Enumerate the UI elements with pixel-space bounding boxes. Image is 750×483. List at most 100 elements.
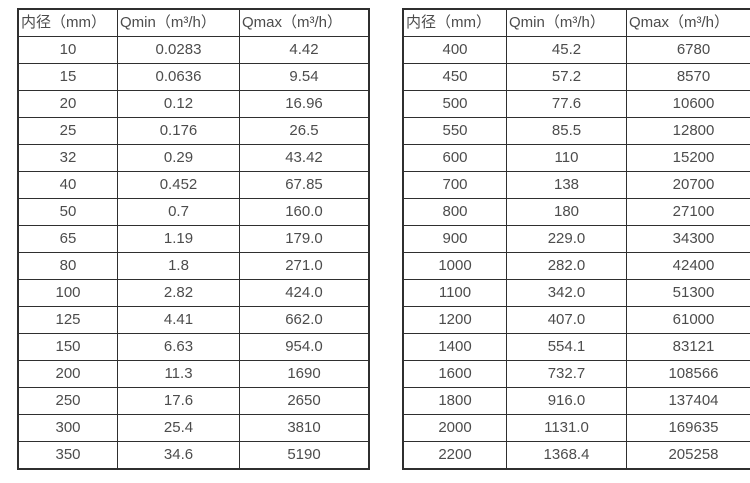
diameter-cell: 2000 bbox=[402, 414, 507, 442]
table-row: 700 138 20700 bbox=[402, 171, 750, 199]
table-row: 1400 554.1 83121 bbox=[402, 333, 750, 361]
table-row: 50 0.7 160.0 bbox=[17, 198, 370, 226]
diameter-cell: 700 bbox=[402, 171, 507, 199]
qmin-cell: 0.12 bbox=[117, 90, 240, 118]
diameter-cell: 10 bbox=[17, 36, 118, 64]
diameter-cell: 1600 bbox=[402, 360, 507, 388]
qmax-cell: 26.5 bbox=[239, 117, 370, 145]
qmax-cell: 5190 bbox=[239, 441, 370, 470]
diameter-cell: 200 bbox=[17, 360, 118, 388]
qmax-cell: 108566 bbox=[626, 360, 750, 388]
diameter-cell: 1000 bbox=[402, 252, 507, 280]
diameter-cell: 50 bbox=[17, 198, 118, 226]
qmin-cell: 0.7 bbox=[117, 198, 240, 226]
table-row: 300 25.4 3810 bbox=[17, 414, 370, 442]
qmin-cell: 0.0636 bbox=[117, 63, 240, 91]
table-row: 200 11.3 1690 bbox=[17, 360, 370, 388]
qmax-cell: 43.42 bbox=[239, 144, 370, 172]
diameter-cell: 300 bbox=[17, 414, 118, 442]
table-row: 400 45.2 6780 bbox=[402, 36, 750, 64]
diameter-cell: 40 bbox=[17, 171, 118, 199]
qmax-cell: 954.0 bbox=[239, 333, 370, 361]
qmin-cell: 1368.4 bbox=[506, 441, 627, 470]
table-row: 2000 1131.0 169635 bbox=[402, 414, 750, 442]
diameter-cell: 80 bbox=[17, 252, 118, 280]
diameter-cell: 900 bbox=[402, 225, 507, 253]
table-row: 800 180 27100 bbox=[402, 198, 750, 226]
qmax-cell: 12800 bbox=[626, 117, 750, 145]
qmin-cell: 1.8 bbox=[117, 252, 240, 280]
qmax-cell: 424.0 bbox=[239, 279, 370, 307]
qmax-cell: 34300 bbox=[626, 225, 750, 253]
qmax-cell: 8570 bbox=[626, 63, 750, 91]
qmin-cell: 916.0 bbox=[506, 387, 627, 415]
diameter-cell: 550 bbox=[402, 117, 507, 145]
table-row: 1800 916.0 137404 bbox=[402, 387, 750, 415]
table-row: 125 4.41 662.0 bbox=[17, 306, 370, 334]
diameter-cell: 400 bbox=[402, 36, 507, 64]
qmax-cell: 83121 bbox=[626, 333, 750, 361]
qmin-cell: 0.176 bbox=[117, 117, 240, 145]
diameter-cell: 350 bbox=[17, 441, 118, 470]
diameter-cell: 450 bbox=[402, 63, 507, 91]
qmin-cell: 1131.0 bbox=[506, 414, 627, 442]
qmax-cell: 42400 bbox=[626, 252, 750, 280]
diameter-cell: 32 bbox=[17, 144, 118, 172]
diameter-column-header: 内径（mm） bbox=[17, 8, 118, 37]
qmax-cell: 9.54 bbox=[239, 63, 370, 91]
table-row: 100 2.82 424.0 bbox=[17, 279, 370, 307]
qmin-column-header: Qmin（m³/h） bbox=[506, 8, 627, 37]
qmax-cell: 271.0 bbox=[239, 252, 370, 280]
table-row: 1000 282.0 42400 bbox=[402, 252, 750, 280]
diameter-cell: 250 bbox=[17, 387, 118, 415]
diameter-cell: 1400 bbox=[402, 333, 507, 361]
qmin-cell: 282.0 bbox=[506, 252, 627, 280]
qmin-cell: 57.2 bbox=[506, 63, 627, 91]
qmax-cell: 137404 bbox=[626, 387, 750, 415]
qmax-cell: 10600 bbox=[626, 90, 750, 118]
table-row: 1600 732.7 108566 bbox=[402, 360, 750, 388]
qmax-cell: 662.0 bbox=[239, 306, 370, 334]
qmax-column-header: Qmax（m³/h） bbox=[239, 8, 370, 37]
qmax-cell: 2650 bbox=[239, 387, 370, 415]
diameter-cell: 25 bbox=[17, 117, 118, 145]
diameter-cell: 150 bbox=[17, 333, 118, 361]
table-row: 80 1.8 271.0 bbox=[17, 252, 370, 280]
qmin-cell: 342.0 bbox=[506, 279, 627, 307]
flow-range-spec-page: 内径（mm） Qmin（m³/h） Qmax（m³/h） 10 0.0283 4.42 15… bbox=[17, 8, 750, 470]
diameter-cell: 1200 bbox=[402, 306, 507, 334]
qmax-cell: 51300 bbox=[626, 279, 750, 307]
qmin-cell: 732.7 bbox=[506, 360, 627, 388]
qmin-cell: 4.41 bbox=[117, 306, 240, 334]
header-row: 内径（mm） Qmin（m³/h） Qmax（m³/h） bbox=[402, 8, 750, 37]
qmin-cell: 2.82 bbox=[117, 279, 240, 307]
diameter-cell: 2200 bbox=[402, 441, 507, 470]
qmax-cell: 3810 bbox=[239, 414, 370, 442]
table-row: 500 77.6 10600 bbox=[402, 90, 750, 118]
qmin-column-header: Qmin（m³/h） bbox=[117, 8, 240, 37]
table-row: 15 0.0636 9.54 bbox=[17, 63, 370, 91]
qmax-cell: 6780 bbox=[626, 36, 750, 64]
diameter-cell: 600 bbox=[402, 144, 507, 172]
table-row: 900 229.0 34300 bbox=[402, 225, 750, 253]
table-row: 250 17.6 2650 bbox=[17, 387, 370, 415]
flow-range-table-dn10-350: 内径（mm） Qmin（m³/h） Qmax（m³/h） 10 0.0283 4.42 15… bbox=[17, 8, 370, 470]
table-row: 350 34.6 5190 bbox=[17, 441, 370, 470]
table-row: 10 0.0283 4.42 bbox=[17, 36, 370, 64]
qmin-cell: 17.6 bbox=[117, 387, 240, 415]
qmin-cell: 11.3 bbox=[117, 360, 240, 388]
qmin-cell: 554.1 bbox=[506, 333, 627, 361]
qmax-cell: 205258 bbox=[626, 441, 750, 470]
qmax-cell: 16.96 bbox=[239, 90, 370, 118]
qmax-cell: 179.0 bbox=[239, 225, 370, 253]
flow-range-table-dn400-2200: 内径（mm） Qmin（m³/h） Qmax（m³/h） 400 45.2 6780 450… bbox=[402, 8, 750, 470]
qmin-cell: 138 bbox=[506, 171, 627, 199]
table-row: 32 0.29 43.42 bbox=[17, 144, 370, 172]
diameter-cell: 125 bbox=[17, 306, 118, 334]
diameter-cell: 15 bbox=[17, 63, 118, 91]
table-row: 40 0.452 67.85 bbox=[17, 171, 370, 199]
qmax-cell: 67.85 bbox=[239, 171, 370, 199]
qmax-cell: 1690 bbox=[239, 360, 370, 388]
qmax-cell: 4.42 bbox=[239, 36, 370, 64]
qmin-cell: 77.6 bbox=[506, 90, 627, 118]
